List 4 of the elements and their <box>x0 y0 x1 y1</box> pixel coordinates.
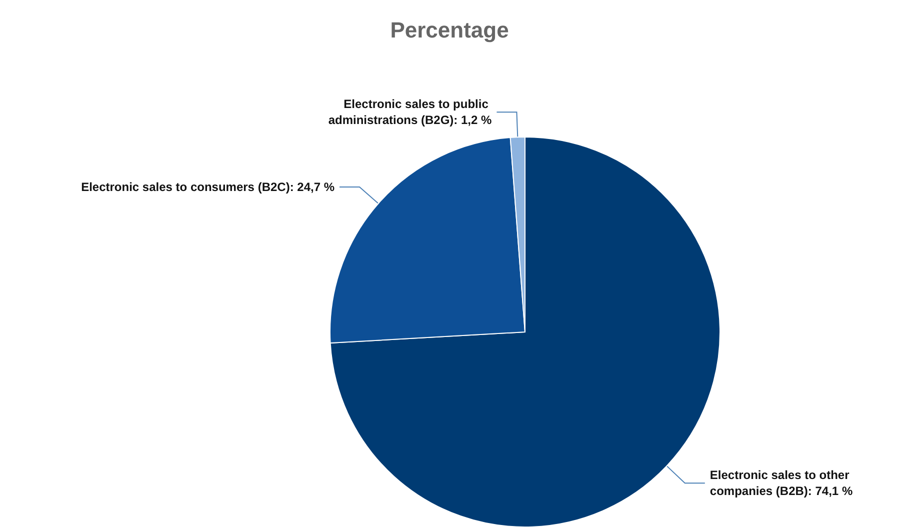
slice-label: Electronic sales to other companies (B2B): 74,1 % <box>710 468 853 498</box>
slice-label: Electronic sales to public administrations (B2G): 1,2 % <box>328 97 492 128</box>
chart-title: Percentage <box>390 18 509 42</box>
slice-label: Electronic sales to consumers (B2C): 24,7 % <box>81 180 335 194</box>
